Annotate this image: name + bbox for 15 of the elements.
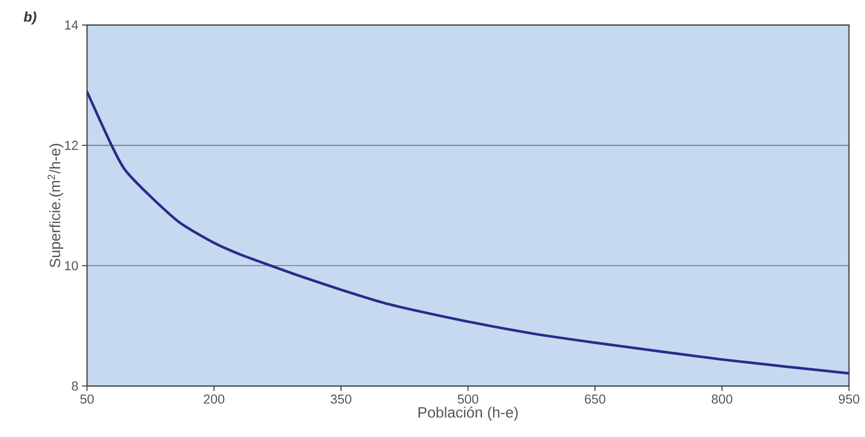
x-tick-label: 350 — [330, 394, 352, 404]
x-tick-label: 800 — [712, 394, 732, 404]
y-tick-label: 14 — [65, 20, 78, 30]
chart-title: b) — [24, 12, 36, 25]
y-tick-label: 10 — [65, 261, 78, 270]
y-tick-label: 12 — [65, 140, 78, 150]
x-tick-label: 500 — [458, 394, 478, 404]
x-axis-title: Población (h-e) — [418, 406, 518, 421]
y-axis-title: Superficie.(m$^{2}$/h-e) — [48, 144, 64, 268]
x-tick-label: 50 — [80, 394, 94, 404]
y-tick-label: 8 — [72, 381, 78, 391]
x-tick-label: 950 — [838, 394, 860, 404]
line-series — [87, 90, 850, 375]
x-tick-label: 650 — [584, 394, 606, 404]
x-tick-label: 200 — [204, 394, 224, 404]
